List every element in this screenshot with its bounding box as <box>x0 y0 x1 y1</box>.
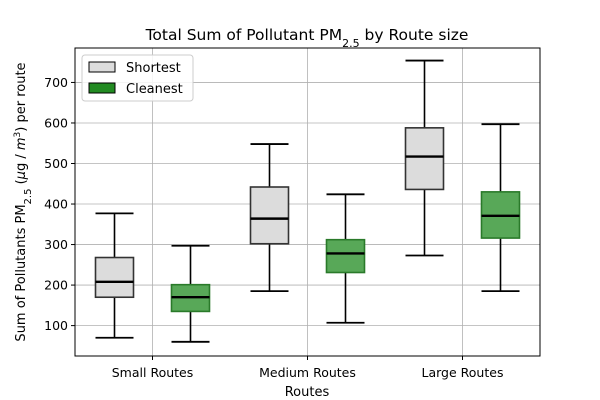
y-tick-label: 300 <box>44 237 68 252</box>
y-axis-ticks: 100 200 300 400 500 600 700 <box>44 75 75 333</box>
y-tick-label: 600 <box>44 115 68 130</box>
x-axis-label: Routes <box>285 385 330 400</box>
legend-label-shortest: Shortest <box>126 61 181 76</box>
y-tick-label: 200 <box>44 278 68 293</box>
box-shortest-3 <box>404 59 445 257</box>
x-tick-label: Medium Routes <box>259 365 356 380</box>
box-cleanest-3 <box>480 123 521 293</box>
box-shortest-2 <box>249 143 290 293</box>
y-tick-label: 700 <box>44 75 68 90</box>
box-shortest-1 <box>94 212 135 339</box>
x-axis-ticks: Small Routes Medium Routes Large Routes <box>112 356 504 380</box>
chart-title: Total Sum of Pollutant PM2.5 by Route si… <box>145 26 469 50</box>
legend-swatch-shortest <box>88 61 116 73</box>
y-tick-label: 500 <box>44 156 68 171</box>
legend: Shortest Cleanest <box>81 54 194 102</box>
y-tick-label: 400 <box>44 197 68 212</box>
box-elements <box>94 59 521 343</box>
box-iqr <box>249 186 290 245</box>
box-cleanest-2 <box>325 193 366 324</box>
x-tick-label: Small Routes <box>112 365 194 380</box>
box-iqr <box>325 238 366 274</box>
x-tick-label: Large Routes <box>422 365 504 380</box>
legend-label-cleanest: Cleanest <box>126 82 183 97</box>
y-tick-label: 100 <box>44 318 68 333</box>
box-iqr <box>94 256 135 299</box>
box-iqr <box>404 127 445 191</box>
legend-swatch-cleanest <box>88 82 116 94</box>
y-axis-label: Sum of Pollutants PM2.5 (μg / m3) per ro… <box>13 62 34 341</box>
box-cleanest-1 <box>170 244 211 343</box>
